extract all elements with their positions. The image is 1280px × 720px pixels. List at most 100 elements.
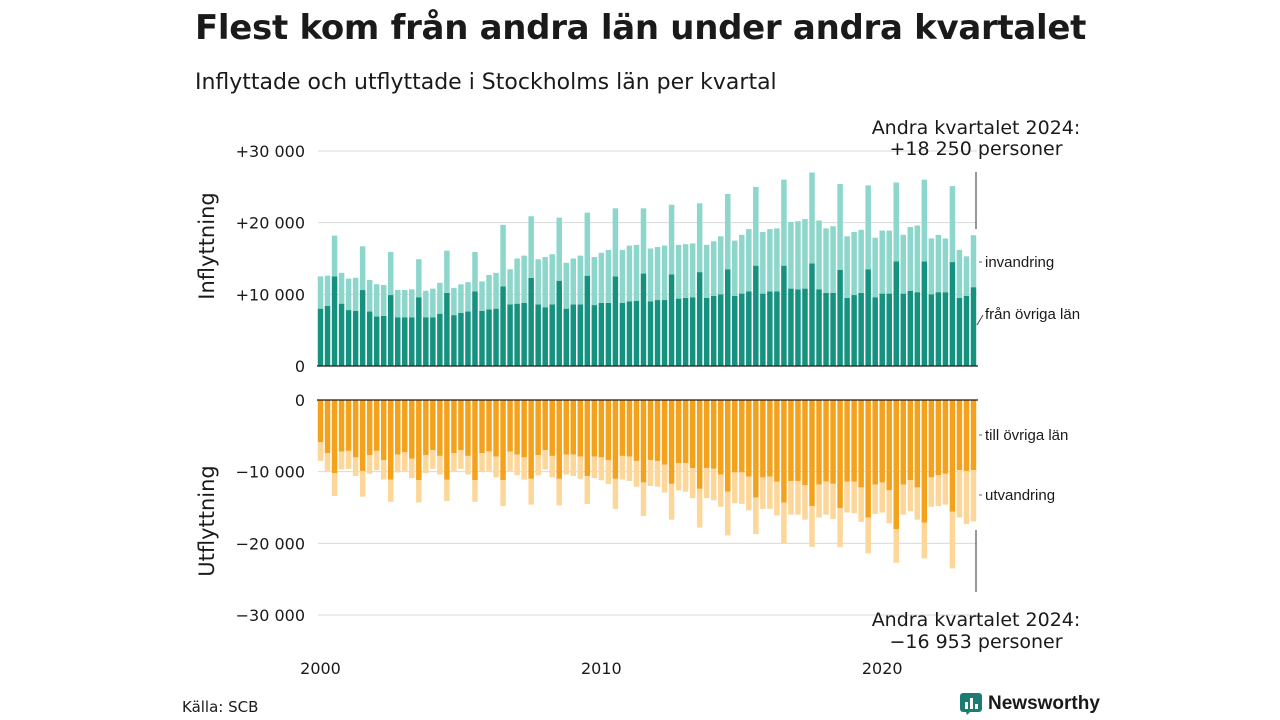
bar-inflow-other-county [430, 317, 436, 366]
bar-outflow-emigration [682, 463, 689, 492]
ytick-in-0: 0 [295, 357, 305, 376]
bar-inflow-immigration [809, 172, 815, 264]
bar-inflow-other-county [395, 317, 401, 366]
bar-outflow-emigration [437, 455, 443, 475]
bar-outflow-emigration [809, 506, 815, 547]
bar-inflow-other-county [725, 269, 731, 366]
bar-inflow-immigration [837, 183, 843, 270]
bar-outflow-other-county [430, 400, 436, 451]
bar-inflow-immigration [844, 236, 850, 298]
bar-outflow-emigration [528, 478, 534, 505]
bar-outflow-other-county [331, 400, 338, 474]
bar-inflow-other-county [717, 294, 724, 366]
bar-inflow-other-county [598, 302, 605, 366]
bar-inflow-immigration [774, 228, 780, 292]
y-tick-labels: 0 +10 000 +20 000 +30 000 0 −10 000 −20 000 −30… [236, 142, 305, 625]
bar-inflow-immigration [661, 245, 668, 301]
bar-outflow-emigration [331, 473, 338, 497]
x-tick-labels: 2000 2010 2020 [300, 659, 902, 678]
bar-outflow-emigration [542, 450, 548, 470]
bar-outflow-emigration [563, 454, 569, 475]
bar-inflow-other-county [324, 305, 331, 366]
annotation-out-line2: −16 953 personer [889, 631, 1062, 653]
bar-outflow-other-county [514, 400, 520, 455]
bar-outflow-other-county [928, 400, 935, 478]
bar-outflow-emigration [914, 487, 921, 520]
bar-inflow-immigration [331, 235, 338, 277]
bar-inflow-immigration [788, 221, 794, 289]
bar-outflow-other-county [584, 400, 591, 476]
bar-inflow-other-county [402, 317, 408, 366]
bar-outflow-other-county [661, 400, 668, 465]
bar-outflow-other-county [507, 400, 513, 452]
bar-inflow-other-county [444, 292, 450, 366]
bar-inflow-other-county [921, 261, 928, 366]
bar-outflow-emigration [430, 450, 436, 469]
bar-inflow-immigration [970, 235, 977, 288]
bar-inflow-immigration [675, 244, 682, 299]
bar-inflow-other-county [949, 262, 956, 366]
bar-outflow-other-county [781, 400, 787, 503]
bar-inflow-other-county [458, 312, 464, 366]
bar-outflow-emigration [703, 468, 710, 499]
ytick-out-3: −30 000 [236, 606, 305, 625]
bar-outflow-other-county [753, 400, 759, 498]
bar-inflow-immigration [472, 252, 478, 292]
bar-outflow-other-county [387, 400, 394, 480]
bar-outflow-other-county [900, 400, 907, 485]
ytick-in-3: +30 000 [236, 142, 305, 161]
bar-outflow-emigration [725, 491, 731, 536]
bar-outflow-other-county [830, 400, 836, 484]
bar-inflow-immigration [577, 255, 584, 305]
bar-inflow-other-county [710, 295, 717, 366]
bar-inflow-immigration [746, 229, 752, 292]
bar-outflow-emigration [324, 453, 331, 471]
bar-outflow-emigration [935, 475, 942, 507]
bar-inflow-other-county [409, 317, 415, 366]
bar-outflow-other-county [970, 400, 977, 471]
bar-inflow-immigration [725, 194, 731, 270]
bar-outflow-other-county [345, 400, 352, 451]
bar-inflow-immigration [352, 277, 359, 311]
y-axis-titles: Inflyttning Utflyttning [195, 192, 219, 576]
bar-inflow-immigration [423, 290, 429, 318]
bar-outflow-emigration [640, 482, 647, 517]
bar-inflow-immigration [500, 224, 506, 287]
bar-outflow-other-county [682, 400, 689, 464]
bar-inflow-other-county [809, 263, 815, 366]
label-fran-ovriga-lan-leader [976, 314, 984, 326]
bar-inflow-other-county [886, 293, 892, 366]
bar-inflow-immigration [486, 274, 492, 310]
bar-outflow-emigration [956, 470, 963, 518]
bar-inflow-other-county [486, 309, 492, 366]
bar-inflow-other-county [732, 295, 738, 366]
bar-outflow-emigration [352, 457, 359, 476]
bar-outflow-other-county [788, 400, 794, 481]
bar-outflow-emigration [865, 517, 871, 554]
xtick-2: 2020 [862, 659, 903, 678]
bar-outflow-emigration [872, 484, 878, 514]
bar-outflow-emigration [732, 472, 738, 504]
bar-outflow-emigration [373, 450, 380, 471]
bar-outflow-other-county [746, 400, 752, 477]
bar-outflow-other-county [577, 400, 584, 457]
bar-outflow-emigration [949, 511, 956, 569]
bar-inflow-other-county [626, 301, 633, 366]
bar-outflow-emigration [591, 456, 598, 479]
bar-outflow-other-county [521, 400, 527, 458]
bar-inflow-other-county [816, 289, 822, 366]
bar-inflow-other-county [879, 293, 885, 366]
bar-outflow-other-county [352, 400, 359, 458]
label-invandring: invandring [985, 254, 1054, 271]
bar-outflow-other-county [458, 400, 464, 451]
bar-outflow-other-county [942, 400, 949, 474]
bar-outflow-other-county [500, 400, 506, 481]
bar-inflow-other-county [472, 291, 478, 366]
bar-inflow-immigration [689, 243, 696, 298]
ytick-in-2: +20 000 [236, 214, 305, 233]
newsworthy-logo[interactable]: Newsworthy [960, 693, 1100, 715]
bar-inflow-other-county [935, 292, 942, 366]
bar-inflow-immigration [767, 229, 773, 292]
bar-inflow-other-county [514, 303, 520, 366]
bar-outflow-other-county [338, 400, 345, 452]
